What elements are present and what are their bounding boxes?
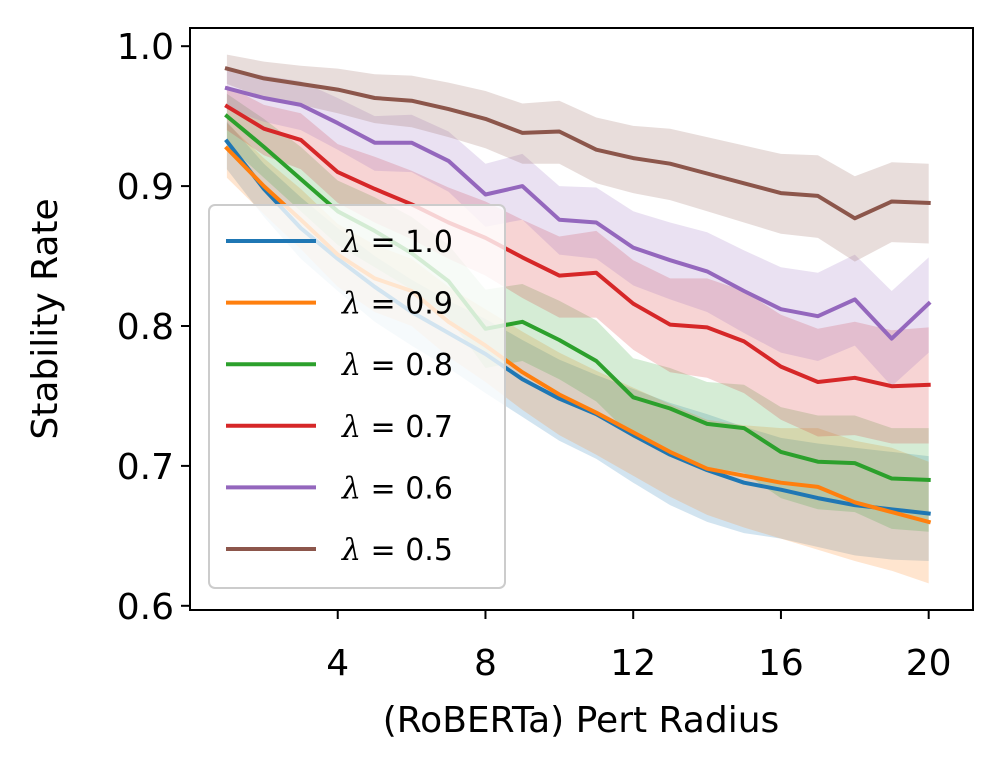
- confidence-band-1: [226, 123, 929, 584]
- legend-entry-0: λ = 1.0: [341, 225, 453, 260]
- x-axis-label: (RoBERTa) Pert Radius: [383, 700, 780, 741]
- y-tick-label: 0.9: [117, 167, 174, 208]
- y-tick-label: 0.8: [117, 307, 174, 348]
- series-line-4: [224, 85, 932, 341]
- legend-entry-2: λ = 0.8: [341, 348, 453, 383]
- legend-entry-5: λ = 0.5: [341, 533, 453, 568]
- x-tick-label: 16: [758, 643, 804, 684]
- y-axis-ticks: 0.6 0.7 0.8 0.9 1.0: [117, 27, 190, 628]
- plot-frame: [189, 27, 974, 611]
- series-line-5: [224, 66, 931, 221]
- x-axis-ticks: 4 8 12 16 20: [326, 610, 952, 684]
- confidence-bands: [226, 54, 929, 584]
- legend-frame: [208, 204, 506, 589]
- x-tick-label: 12: [610, 643, 656, 684]
- confidence-band-4: [226, 68, 929, 387]
- legend-entry-4: λ = 0.6: [341, 471, 453, 506]
- confidence-band-5: [226, 54, 929, 262]
- series-line-3: [224, 103, 931, 389]
- confidence-band-2: [226, 93, 929, 532]
- x-tick-label: 20: [906, 643, 952, 684]
- legend: λ = 1.0 λ = 0.9 λ = 0.8 λ = 0.7 λ = 0.6 λ = 0…: [208, 204, 506, 589]
- confidence-band-0: [226, 121, 929, 561]
- y-tick-label: 0.7: [117, 447, 174, 488]
- confidence-band-3: [226, 85, 929, 444]
- legend-entry-1: λ = 0.9: [341, 287, 453, 322]
- legend-entry-3: λ = 0.7: [341, 410, 453, 445]
- y-tick-label: 1.0: [117, 27, 174, 68]
- x-tick-label: 8: [474, 643, 497, 684]
- x-tick-label: 4: [326, 643, 349, 684]
- y-tick-label: 0.6: [117, 587, 174, 628]
- y-axis-label: Stability Rate: [25, 198, 66, 439]
